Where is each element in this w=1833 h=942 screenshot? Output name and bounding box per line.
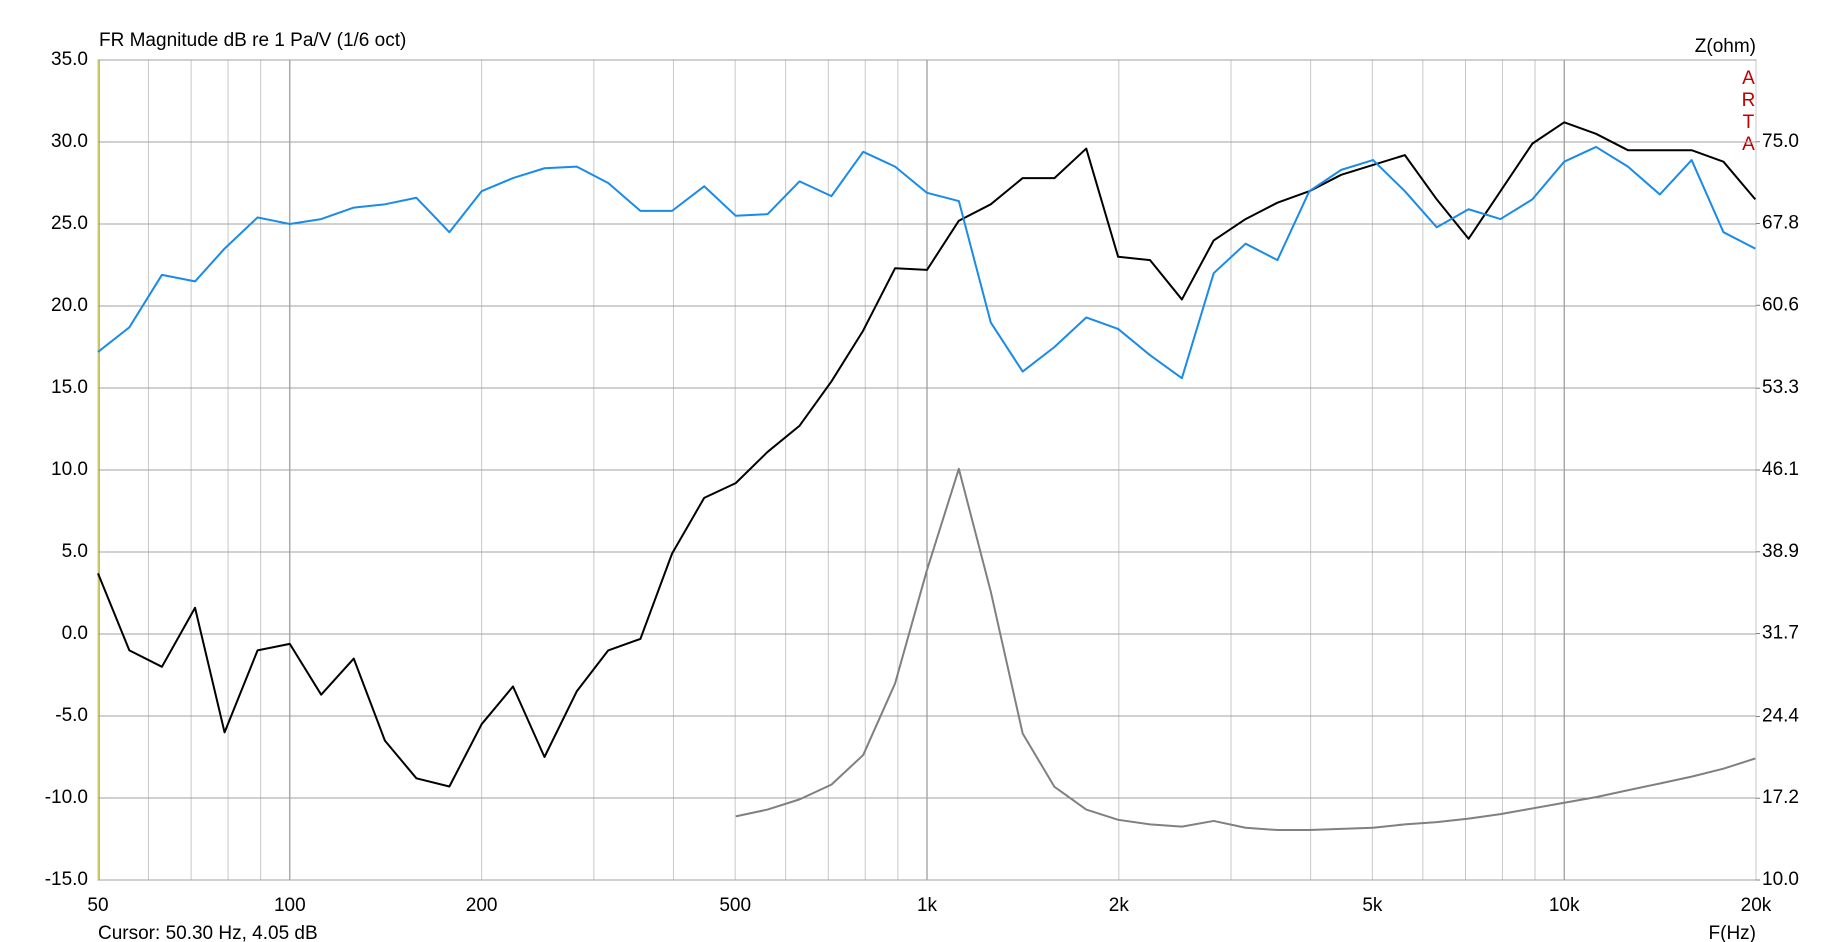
y-tick-label: 10.0: [51, 459, 88, 480]
y-tick-label: 35.0: [51, 49, 88, 70]
y2-tick-label: 53.3: [1762, 377, 1799, 398]
y2-tick-label: 38.9: [1762, 541, 1799, 562]
x-tick-label: 20k: [1741, 895, 1772, 916]
series-line: [97, 121, 1757, 788]
x-tick-label: 1k: [917, 895, 938, 916]
y2-tick-label: 31.7: [1762, 623, 1799, 644]
y2-tick-label: 67.8: [1762, 213, 1799, 234]
x-axis-label: F(Hz): [1709, 923, 1756, 942]
x-tick-label: 50: [87, 895, 108, 916]
chart-title: FR Magnitude dB re 1 Pa/V (1/6 oct): [99, 30, 406, 51]
y2-axis-label: Z(ohm): [1695, 36, 1756, 57]
cursor-readout: Cursor: 50.30 Hz, 4.05 dB: [98, 923, 318, 942]
y2-tick-label: 46.1: [1762, 459, 1799, 480]
x-tick-label: 500: [719, 895, 751, 916]
y2-tick-label: 10.0: [1762, 869, 1799, 890]
y-tick-label: 20.0: [51, 295, 88, 316]
y-tick-label: -10.0: [45, 787, 88, 808]
y-tick-label: 25.0: [51, 213, 88, 234]
y2-tick-label: 60.6: [1762, 294, 1799, 315]
series-line: [97, 145, 1756, 380]
x-tick-label: 100: [274, 895, 306, 916]
x-tick-label: 200: [466, 895, 498, 916]
series-line: [735, 467, 1756, 832]
y-tick-label: 0.0: [62, 623, 88, 644]
y-tick-label: 5.0: [62, 541, 88, 562]
x-tick-label: 5k: [1362, 895, 1383, 916]
y-tick-label: -5.0: [55, 705, 88, 726]
y2-tick-label: 17.2: [1762, 787, 1799, 808]
y-tick-label: -15.0: [45, 869, 88, 890]
y2-tick-label: 24.4: [1762, 705, 1799, 726]
y-tick-label: 15.0: [51, 377, 88, 398]
annotation: ARTA: [1738, 68, 1759, 156]
y-tick-label: 30.0: [51, 131, 88, 152]
x-tick-label: 2k: [1109, 895, 1130, 916]
x-tick-label: 10k: [1549, 895, 1580, 916]
y2-tick-label: 75.0: [1762, 131, 1799, 152]
